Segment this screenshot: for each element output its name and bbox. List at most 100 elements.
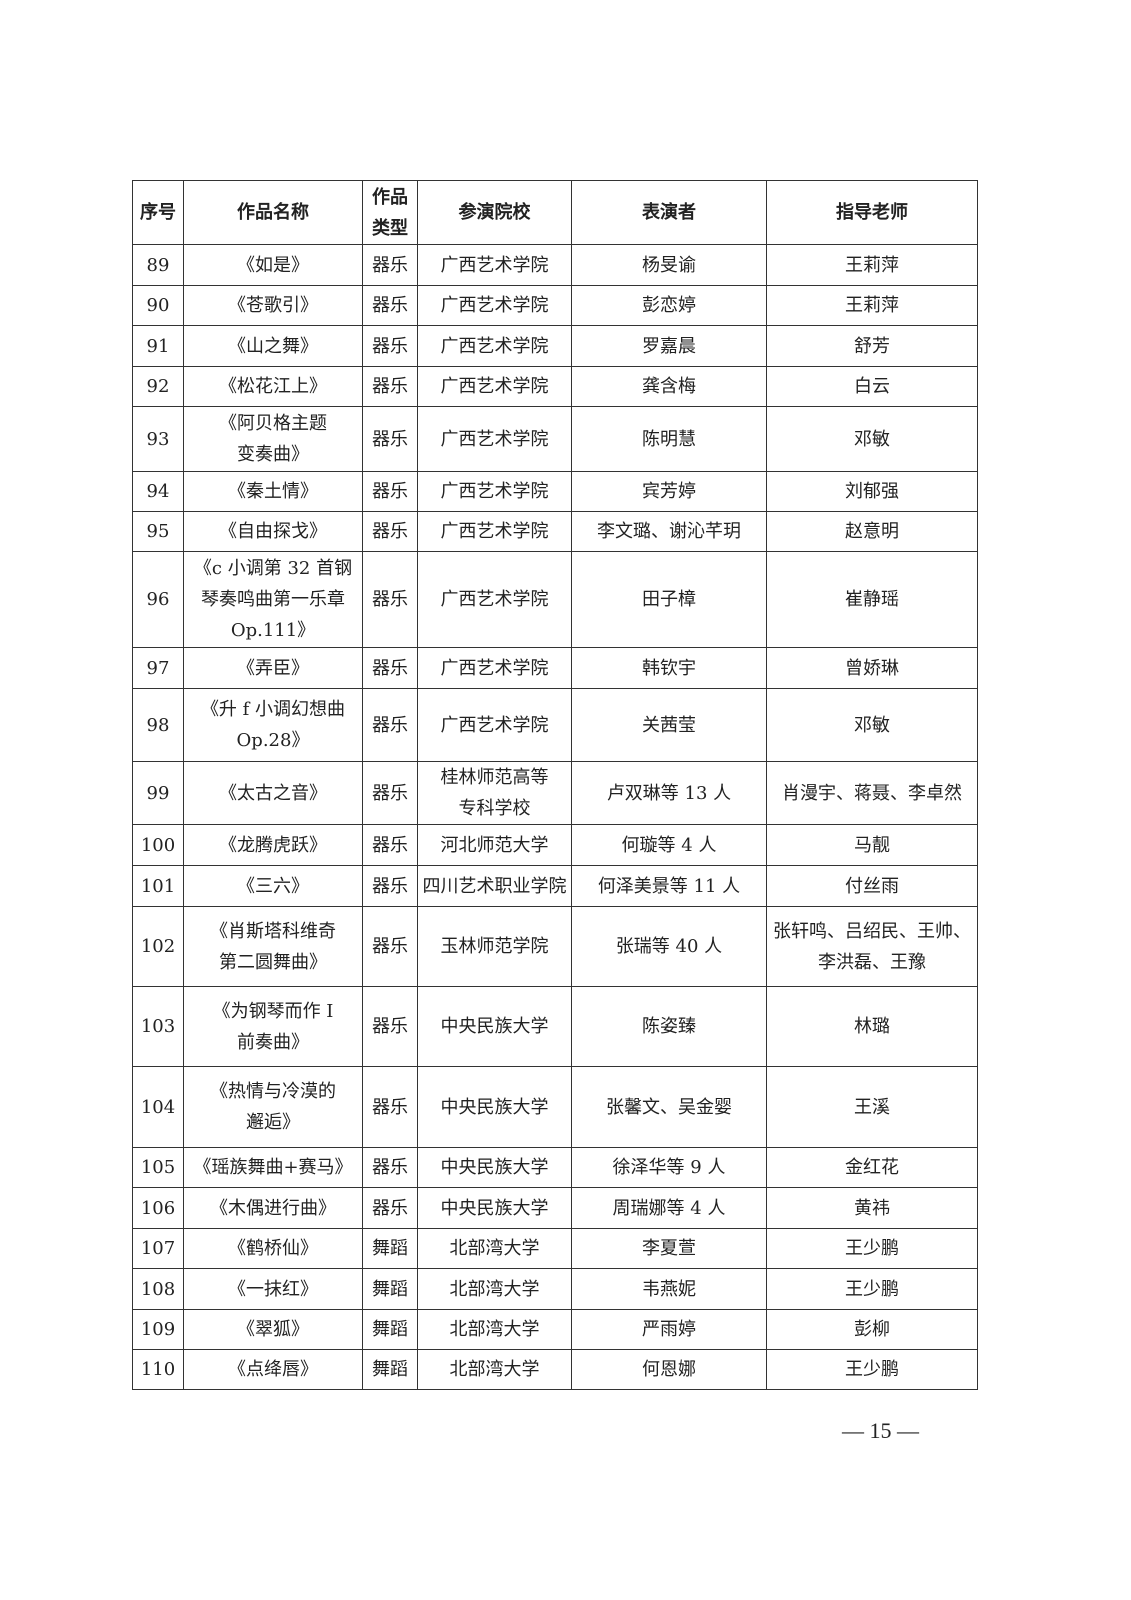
cell-school: 广西艺术学院	[417, 551, 572, 648]
cell-work-type: 器乐	[362, 1147, 418, 1188]
cell-work-type: 舞蹈	[362, 1268, 418, 1310]
header-performer: 表演者	[571, 180, 767, 245]
cell-instructor: 黄祎	[766, 1187, 978, 1229]
table-row: 97 《弄臣》 器乐 广西艺术学院 韩钦宇 曾娇琳	[132, 647, 978, 689]
table-row: 102 《肖斯塔科维奇 第二圆舞曲》 器乐 玉林师范学院 张瑞等 40 人张轩鸣、吕绍民…	[132, 906, 978, 987]
cell-work-title: 《苍歌引》	[183, 285, 363, 326]
cell-performer: 罗嘉晨	[571, 325, 767, 367]
cell-school: 广西艺术学院	[417, 285, 572, 326]
cell-work-title: 《瑶族舞曲+赛马》	[183, 1147, 363, 1188]
cell-performer: 李文璐、谢沁芊玥	[571, 511, 767, 552]
cell-index: 110	[132, 1349, 184, 1390]
cell-instructor: 刘郁强	[766, 471, 978, 512]
cell-index: 104	[132, 1066, 184, 1148]
cell-index: 106	[132, 1187, 184, 1229]
cell-performer: 彭恋婷	[571, 285, 767, 326]
awards-table: 序号 作品名称 作品 类型 参演院校 表演者 指导老师 89 《如是》 器乐 广西艺术…	[132, 180, 978, 1390]
cell-work-type: 器乐	[362, 647, 418, 689]
cell-instructor: 马靓	[766, 824, 978, 866]
cell-school: 广西艺术学院	[417, 244, 572, 286]
cell-work-title: 《三六》	[183, 865, 363, 907]
cell-work-title: 《热情与冷漠的 邂逅》	[183, 1066, 363, 1148]
header-school: 参演院校	[417, 180, 572, 245]
cell-instructor: 曾娇琳	[766, 647, 978, 689]
table-row: 109 《翠狐》 舞蹈 北部湾大学 严雨婷 彭柳	[132, 1309, 978, 1350]
cell-performer: 韩钦宇	[571, 647, 767, 689]
cell-school: 北部湾大学	[417, 1309, 572, 1350]
header-instructor: 指导老师	[766, 180, 978, 245]
cell-school: 广西艺术学院	[417, 366, 572, 407]
cell-performer: 徐泽华等 9 人	[571, 1147, 767, 1188]
table-row: 107 《鹤桥仙》 舞蹈 北部湾大学 李夏萱 王少鹏	[132, 1228, 978, 1269]
cell-index: 95	[132, 511, 184, 552]
cell-work-type: 舞蹈	[362, 1228, 418, 1269]
cell-work-title: 《自由探戈》	[183, 511, 363, 552]
cell-index: 100	[132, 824, 184, 866]
cell-work-type: 器乐	[362, 471, 418, 512]
cell-school: 玉林师范学院	[417, 906, 572, 987]
table-row: 108 《一抹红》 舞蹈 北部湾大学 韦燕妮 王少鹏	[132, 1268, 978, 1310]
cell-work-title: 《一抹红》	[183, 1268, 363, 1310]
table-row: 96 《c 小调第 32 首钢 琴奏鸣曲第一乐章 Op.111》 器乐 广西艺术学院田…	[132, 551, 978, 648]
cell-instructor: 王莉萍	[766, 244, 978, 286]
cell-index: 105	[132, 1147, 184, 1188]
cell-instructor: 王莉萍	[766, 285, 978, 326]
cell-performer: 陈姿臻	[571, 986, 767, 1067]
cell-performer: 卢双琳等 13 人	[571, 761, 767, 825]
cell-work-type: 器乐	[362, 551, 418, 648]
cell-work-title: 《为钢琴而作 I 前奏曲》	[183, 986, 363, 1067]
cell-instructor: 赵意明	[766, 511, 978, 552]
cell-instructor: 王少鹏	[766, 1349, 978, 1390]
cell-index: 109	[132, 1309, 184, 1350]
cell-school: 广西艺术学院	[417, 511, 572, 552]
header-work-type: 作品 类型	[362, 180, 418, 245]
cell-index: 102	[132, 906, 184, 987]
cell-instructor: 张轩鸣、吕绍民、王帅、 李洪磊、王豫	[766, 906, 978, 987]
cell-instructor: 崔静瑶	[766, 551, 978, 648]
cell-performer: 张瑞等 40 人	[571, 906, 767, 987]
cell-instructor: 肖漫宇、蒋聂、李卓然	[766, 761, 978, 825]
cell-index: 99	[132, 761, 184, 825]
cell-instructor: 林璐	[766, 986, 978, 1067]
cell-index: 90	[132, 285, 184, 326]
table-row: 95 《自由探戈》 器乐 广西艺术学院 李文璐、谢沁芊玥 赵意明	[132, 511, 978, 552]
cell-school: 广西艺术学院	[417, 471, 572, 512]
cell-school: 中央民族大学	[417, 1066, 572, 1148]
page-number: — 15 —	[842, 1418, 919, 1443]
cell-index: 101	[132, 865, 184, 907]
cell-work-title: 《升 f 小调幻想曲 Op.28》	[183, 688, 363, 762]
cell-work-title: 《龙腾虎跃》	[183, 824, 363, 866]
table-row: 104 《热情与冷漠的 邂逅》 器乐 中央民族大学 张馨文、吴金婴 王溪	[132, 1066, 978, 1148]
cell-school: 北部湾大学	[417, 1268, 572, 1310]
cell-work-title: 《肖斯塔科维奇 第二圆舞曲》	[183, 906, 363, 987]
cell-performer: 龚含梅	[571, 366, 767, 407]
cell-work-type: 器乐	[362, 986, 418, 1067]
cell-index: 107	[132, 1228, 184, 1269]
cell-work-type: 器乐	[362, 1187, 418, 1229]
cell-work-type: 器乐	[362, 325, 418, 367]
cell-instructor: 付丝雨	[766, 865, 978, 907]
cell-performer: 何泽美景等 11 人	[571, 865, 767, 907]
cell-index: 108	[132, 1268, 184, 1310]
cell-index: 103	[132, 986, 184, 1067]
cell-work-title: 《松花江上》	[183, 366, 363, 407]
table-row: 100 《龙腾虎跃》 器乐 河北师范大学 何璇等 4 人马靓	[132, 824, 978, 866]
cell-work-title: 《秦土情》	[183, 471, 363, 512]
cell-school: 中央民族大学	[417, 1187, 572, 1229]
cell-school: 中央民族大学	[417, 986, 572, 1067]
table-header-row: 序号 作品名称 作品 类型 参演院校 表演者 指导老师	[132, 180, 978, 245]
header-work-title: 作品名称	[183, 180, 363, 245]
cell-performer: 韦燕妮	[571, 1268, 767, 1310]
table-row: 92 《松花江上》 器乐 广西艺术学院 龚含梅 白云	[132, 366, 978, 407]
table-row: 90 《苍歌引》 器乐 广西艺术学院 彭恋婷 王莉萍	[132, 285, 978, 326]
cell-instructor: 彭柳	[766, 1309, 978, 1350]
table-row: 101 《三六》 器乐 四川艺术职业学院 何泽美景等 11 人付丝雨	[132, 865, 978, 907]
cell-work-type: 舞蹈	[362, 1349, 418, 1390]
cell-work-type: 器乐	[362, 406, 418, 472]
cell-index: 94	[132, 471, 184, 512]
cell-instructor: 白云	[766, 366, 978, 407]
table-row: 110 《点绛唇》 舞蹈 北部湾大学 何恩娜 王少鹏	[132, 1349, 978, 1390]
header-index: 序号	[132, 180, 184, 245]
cell-work-title: 《点绛唇》	[183, 1349, 363, 1390]
table-row: 94 《秦土情》 器乐 广西艺术学院 宾芳婷 刘郁强	[132, 471, 978, 512]
